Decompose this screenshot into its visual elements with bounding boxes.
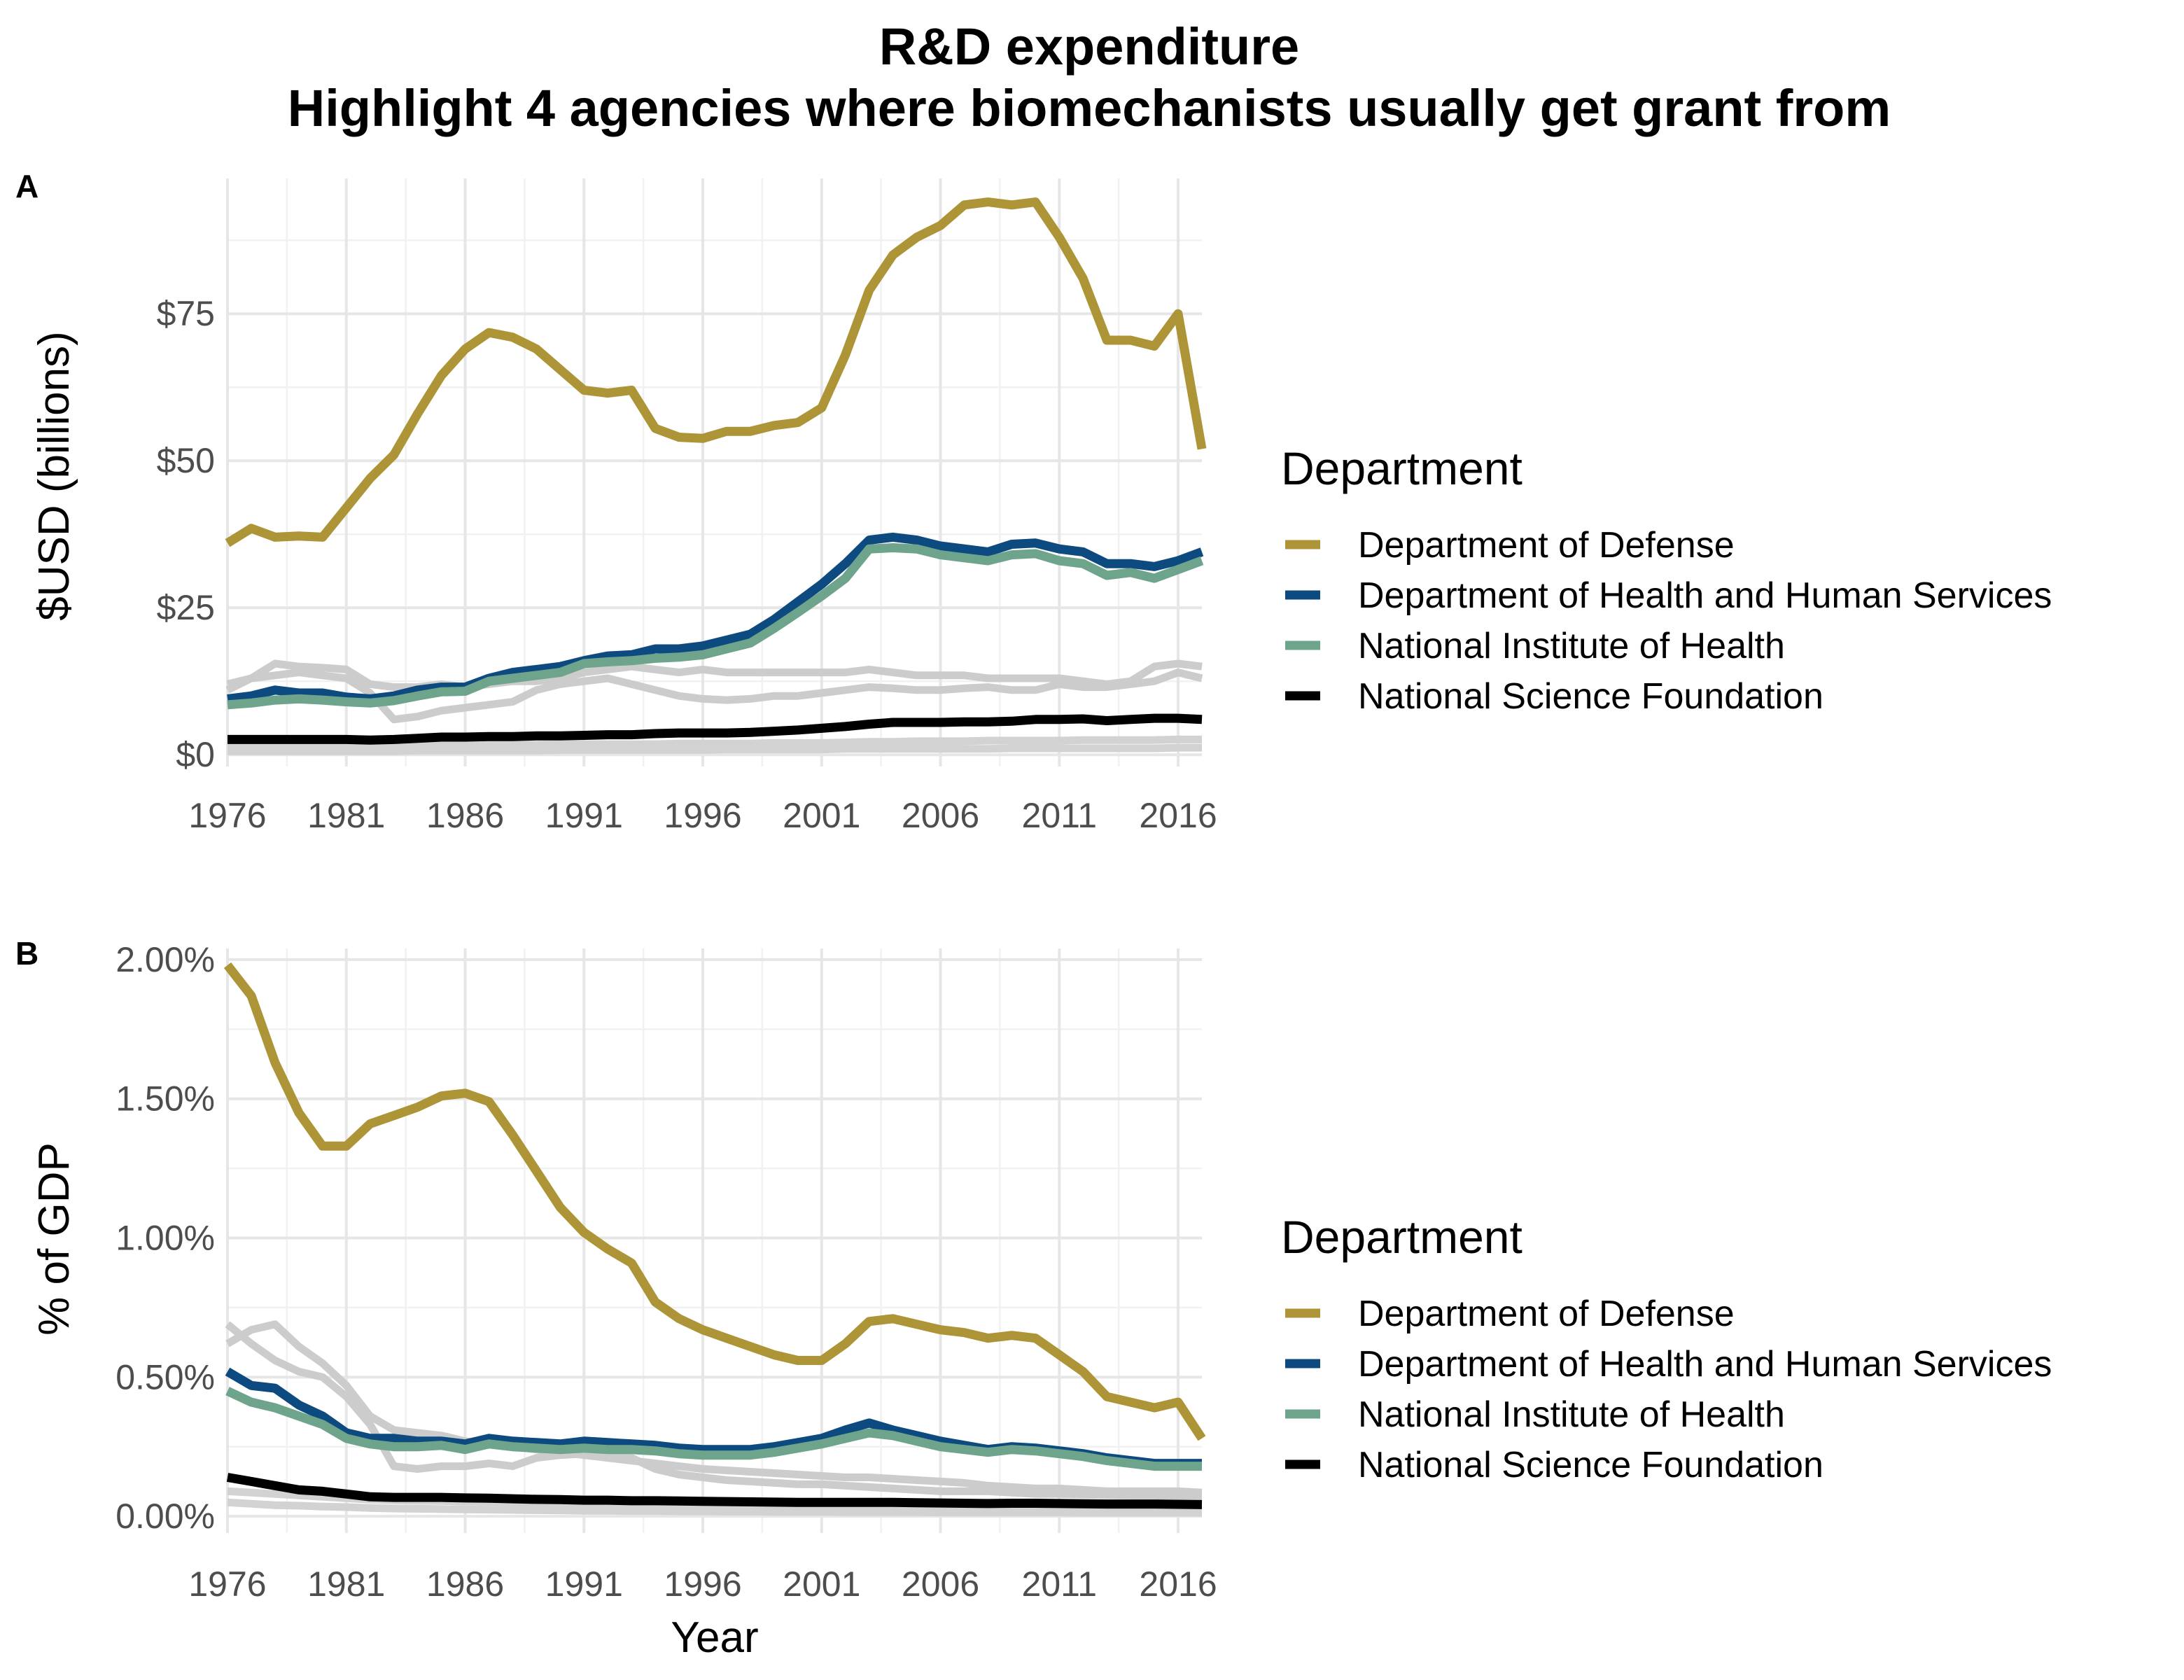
y-tick-labels: $0 $25 $50 $75: [157, 294, 215, 774]
series-line-other: [227, 735, 1202, 750]
series-line-department-of-defense: [225, 197, 1207, 547]
y-tick-label: $75: [157, 294, 215, 333]
x-axis-title: Year: [671, 1614, 758, 1662]
series-line-national-institute-of-health: [225, 1387, 1202, 1471]
series-lines: [225, 197, 1207, 755]
legend: Department Department of Defense Departme…: [1281, 1211, 2052, 1485]
y-tick-label: 1.00%: [115, 1219, 215, 1258]
series-line-national-science-foundation: [226, 1473, 1203, 1509]
panel-tag: B: [15, 935, 38, 972]
series-line-other: [227, 743, 1202, 755]
x-tick-label: 2016: [1139, 1564, 1217, 1604]
x-tick-label: 1981: [307, 796, 385, 835]
y-tick-label: $25: [157, 588, 215, 627]
x-tick-label: 1976: [188, 796, 266, 835]
x-tick-label: 2001: [783, 1564, 860, 1604]
series-line-department-of-defense: [223, 962, 1206, 1441]
legend-item-label: National Science Foundation: [1358, 676, 1823, 717]
y-tick-labels: 0.00% 0.50% 1.00% 1.50% 2.00%: [115, 940, 215, 1536]
legend-item-label: National Institute of Health: [1358, 1394, 1785, 1435]
x-tick-label: 1991: [545, 796, 623, 835]
series-line-other: [225, 1320, 1203, 1497]
series-line-other: [226, 668, 1203, 724]
legend-item-label: Department of Health and Human Services: [1358, 1344, 2052, 1385]
x-tick-label: 1996: [664, 796, 741, 835]
series-line-national-institute-of-health: [227, 543, 1204, 710]
series-line-department-of-health-and-human-services: [227, 532, 1204, 704]
panel-a: A $0 $25 $50 $75 1976 1981 1986 1991 1996 2001 20…: [15, 168, 2052, 835]
x-tick-labels: 1976 1981 1986 1991 1996 2001 2006 2011 2016: [188, 796, 1217, 835]
series-line-other: [227, 1498, 1202, 1517]
x-tick-label: 2011: [1022, 796, 1098, 835]
series-line-other: [225, 1321, 1203, 1500]
x-tick-labels: 1976 1981 1986 1991 1996 2001 2006 2011 2016: [188, 1564, 1217, 1604]
y-tick-label: 2.00%: [115, 940, 215, 979]
legend-item-label: Department of Defense: [1358, 1294, 1735, 1334]
y-tick-label: $50: [157, 441, 215, 480]
series-lines: [223, 962, 1206, 1517]
chart-subtitle: Highlight 4 agencies where biomechanists…: [288, 79, 1891, 137]
y-tick-label: 1.50%: [115, 1079, 215, 1119]
legend-title: Department: [1281, 442, 1522, 494]
y-axis-title: $USD (billions): [30, 331, 78, 620]
x-tick-label: 1996: [664, 1564, 741, 1604]
y-tick-label: 0.50%: [115, 1357, 215, 1396]
legend-item-label: Department of Health and Human Services: [1358, 575, 2052, 616]
x-tick-label: 2006: [902, 796, 979, 835]
x-tick-label: 1981: [307, 1564, 385, 1604]
legend: Department Department of Defense Departme…: [1281, 442, 2052, 717]
series-line-national-science-foundation: [227, 713, 1203, 745]
x-tick-label: 2001: [783, 796, 860, 835]
x-tick-label: 2016: [1139, 796, 1217, 835]
panel-b: B 0.00% 0.50% 1.00% 1.50% 2.00% 1976 1981 1986…: [15, 935, 2052, 1662]
chart-title: R&D expenditure: [879, 18, 1299, 76]
series-line-other: [225, 659, 1203, 694]
legend-item-label: Department of Defense: [1358, 525, 1735, 566]
y-axis-title: % of GDP: [30, 1142, 78, 1336]
x-tick-label: 1986: [426, 796, 504, 835]
x-tick-label: 1976: [188, 1564, 266, 1604]
x-tick-label: 1986: [426, 1564, 504, 1604]
panel-tag: A: [15, 168, 38, 204]
legend-item-label: National Science Foundation: [1358, 1445, 1823, 1485]
legend-title: Department: [1281, 1211, 1522, 1263]
x-tick-label: 2011: [1022, 1564, 1098, 1604]
x-tick-label: 2006: [902, 1564, 979, 1604]
legend-item-label: National Institute of Health: [1358, 626, 1785, 666]
x-tick-label: 1991: [545, 1564, 623, 1604]
y-tick-label: 0.00%: [115, 1497, 215, 1536]
y-tick-label: $0: [176, 735, 215, 774]
